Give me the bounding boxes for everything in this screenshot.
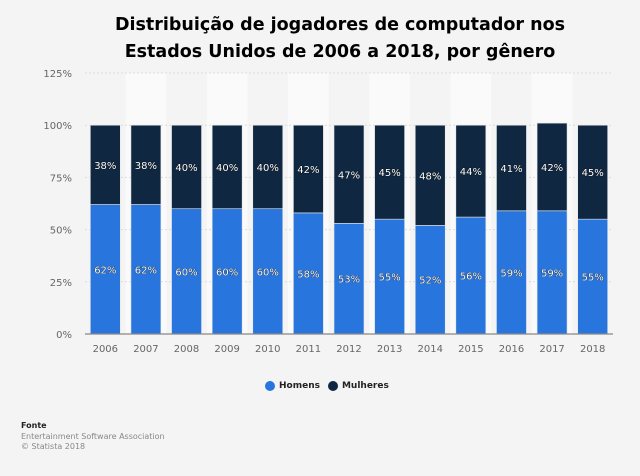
- data-label: 47%: [338, 170, 360, 181]
- data-label: 53%: [338, 275, 360, 286]
- bar-homens: [577, 218, 608, 335]
- bar-mulheres: [171, 124, 202, 210]
- data-label: 52%: [419, 276, 441, 287]
- x-tick-label: 2007: [133, 344, 158, 355]
- data-label: 62%: [135, 265, 157, 276]
- x-tick-label: 2008: [174, 344, 199, 355]
- x-tick-label: 2014: [418, 344, 443, 355]
- legend-item-mulheres[interactable]: Mulheres: [327, 381, 389, 391]
- bar-homens: [496, 210, 527, 335]
- bar-homens: [252, 208, 284, 335]
- y-tick-label: 0%: [56, 330, 72, 341]
- bar-mulheres: [577, 124, 608, 220]
- legend-dot-icon: [327, 381, 338, 391]
- x-tick-label: 2015: [458, 344, 483, 355]
- data-label: 42%: [297, 165, 319, 176]
- data-label: 56%: [460, 272, 482, 283]
- legend: Homens Mulheres: [265, 381, 389, 391]
- y-tick-label: 125%: [43, 69, 72, 80]
- data-label: 59%: [541, 268, 563, 279]
- bar-mulheres: [414, 124, 446, 226]
- y-tick-label: 75%: [50, 173, 72, 184]
- x-tick-label: 2006: [93, 344, 118, 355]
- y-tick-label: 100%: [43, 121, 72, 132]
- bar-mulheres: [90, 124, 121, 205]
- chart-title: Distribuição de jogadores de computador …: [114, 15, 566, 62]
- legend-label: Mulheres: [341, 381, 389, 391]
- data-label: 45%: [378, 168, 400, 179]
- data-label: 60%: [216, 267, 238, 278]
- data-label: 48%: [419, 171, 441, 182]
- bar-mulheres: [130, 124, 162, 205]
- data-label: 44%: [460, 167, 482, 178]
- data-label: 40%: [175, 163, 197, 174]
- legend-label: Homens: [279, 381, 320, 391]
- bar-homens: [130, 204, 162, 335]
- data-label: 42%: [541, 163, 563, 174]
- data-label: 59%: [500, 268, 522, 279]
- x-tick-label: 2013: [377, 344, 402, 355]
- source-text: Entertainment Software Association: [21, 431, 165, 441]
- data-label: 60%: [257, 267, 279, 278]
- x-tick-label: 2011: [296, 344, 321, 355]
- source-block: Fonte Entertainment Software Association…: [21, 421, 165, 453]
- x-tick-label: 2016: [499, 344, 524, 355]
- data-label: 41%: [500, 164, 522, 175]
- data-label: 62%: [94, 265, 116, 276]
- x-tick-label: 2012: [336, 344, 361, 355]
- data-label: 38%: [135, 161, 157, 172]
- x-tick-label: 2018: [580, 344, 605, 355]
- x-tick-label: 2010: [255, 344, 280, 355]
- x-tick-label: 2017: [539, 344, 564, 355]
- bar-mulheres: [374, 124, 405, 220]
- source-heading: Fonte: [21, 421, 47, 430]
- legend-dot-icon: [265, 381, 275, 391]
- data-label: 40%: [216, 163, 238, 174]
- y-tick-label: 25%: [50, 278, 72, 289]
- data-label: 38%: [94, 161, 116, 172]
- bar-mulheres: [496, 124, 527, 212]
- bar-homens: [90, 204, 121, 335]
- data-label: 55%: [582, 273, 604, 284]
- y-tick-label: 50%: [50, 226, 72, 237]
- bar-homens: [536, 210, 568, 335]
- legend-item-homens[interactable]: Homens: [265, 381, 320, 391]
- bar-mulheres: [536, 122, 568, 212]
- bar-homens: [211, 208, 243, 335]
- data-label: 55%: [378, 273, 400, 284]
- bar-homens: [171, 208, 202, 335]
- data-label: 58%: [297, 269, 319, 280]
- data-label: 40%: [257, 163, 279, 174]
- bar-mulheres: [211, 124, 243, 210]
- x-tick-label: 2009: [214, 344, 239, 355]
- bar-mulheres: [333, 124, 365, 224]
- bar-mulheres: [252, 124, 284, 210]
- data-label: 60%: [175, 267, 197, 278]
- data-label: 45%: [582, 168, 604, 179]
- bar-homens: [414, 225, 446, 335]
- bar-mulheres: [455, 124, 487, 218]
- copyright-text: © Statista 2018: [21, 442, 86, 451]
- bar-mulheres: [293, 124, 324, 214]
